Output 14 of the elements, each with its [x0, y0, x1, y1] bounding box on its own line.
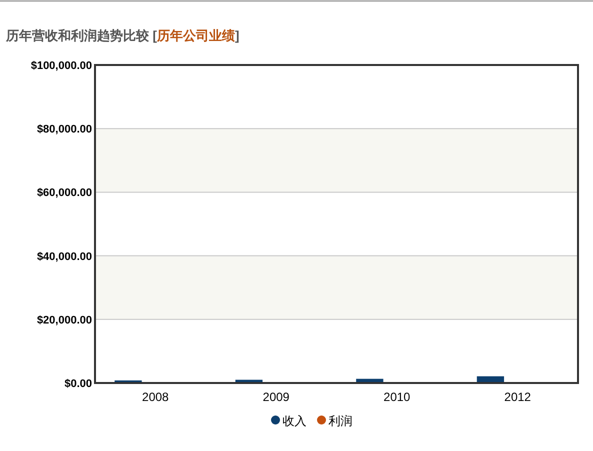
x-tick-label: 2008: [142, 390, 170, 404]
y-tick-label: $100,000.00: [30, 60, 92, 72]
y-tick-label: $80,000.00: [36, 124, 92, 136]
chart-subtitle: [历年公司业绩]: [152, 28, 240, 43]
x-tick-label: 2010: [384, 390, 411, 404]
y-tick-label: $40,000.00: [36, 250, 92, 263]
x-tick-label: 2009: [262, 390, 290, 404]
legend-label: 收入: [282, 414, 306, 428]
y-tick-label: $0.00: [64, 378, 92, 390]
legend-label: 利润: [328, 414, 352, 428]
chart-title: 历年营收和利润趋势比较: [5, 28, 153, 43]
y-tick-label: $60,000.00: [36, 187, 92, 200]
y-tick-label: $20,000.00: [36, 314, 92, 326]
x-tick-label: 2012: [504, 390, 532, 404]
